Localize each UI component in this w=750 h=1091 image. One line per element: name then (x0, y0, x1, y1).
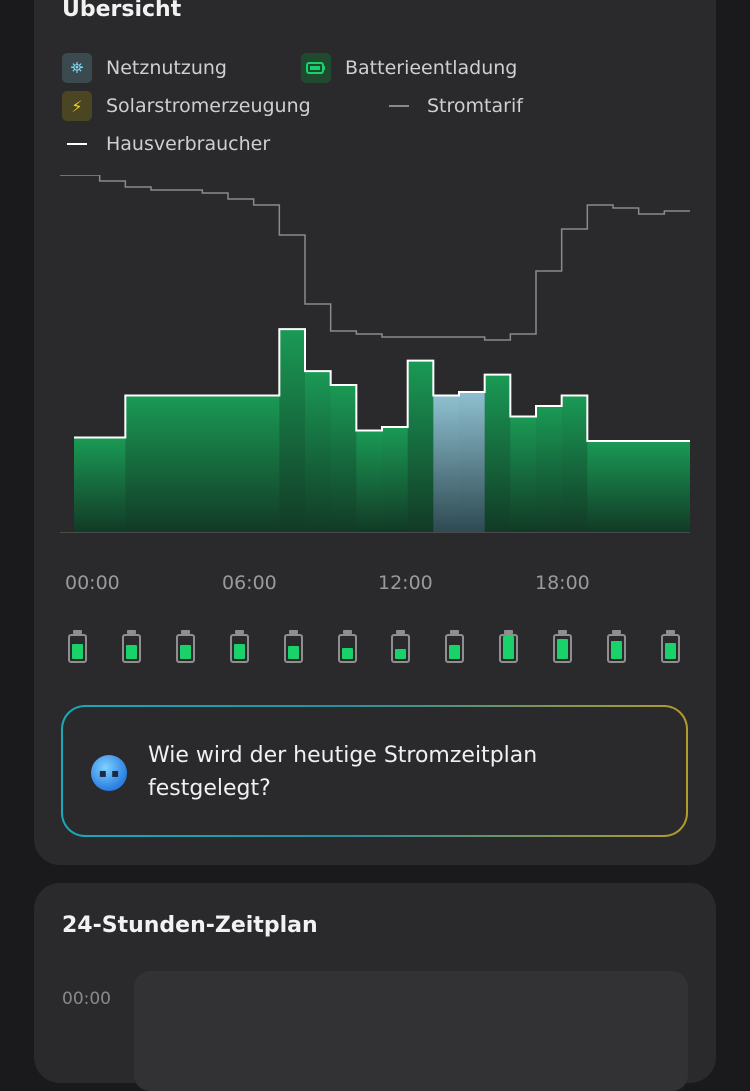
battery-level-icon (499, 630, 519, 663)
tariff-line (60, 175, 690, 341)
energy-chart[interactable] (60, 175, 690, 575)
legend-solar: ⚡ Solarstromerzeugung (62, 91, 311, 121)
consumption-area-10 (330, 385, 357, 532)
consumption-area-20 (587, 441, 614, 532)
x-tick-1200: 12:00 (378, 572, 433, 594)
legend-battery-discharge: Batterieentladung (301, 53, 517, 83)
gray-line-icon (384, 91, 414, 121)
consumption-area-19 (561, 395, 588, 532)
lightning-icon: ⚡ (62, 91, 92, 121)
battery-level-icon (660, 630, 680, 663)
consumption-area-1 (99, 437, 126, 532)
grid-tower-icon: ⛯ (62, 53, 92, 83)
x-tick-0000: 00:00 (65, 572, 120, 594)
ai-assistant-prompt[interactable]: ▪ ▪ Wie wird der heutige Stromzeitplan f… (61, 705, 688, 837)
schedule-title: 24-Stunden-Zeitplan (62, 913, 318, 938)
battery-level-icon (391, 630, 411, 663)
consumption-area-23 (664, 441, 690, 532)
consumption-area-18 (536, 406, 563, 532)
consumption-area-13 (407, 360, 434, 532)
legend-consumer: Hausverbraucher (62, 129, 270, 159)
battery-level-icon (553, 630, 573, 663)
legend-label: Stromtarif (427, 95, 523, 117)
battery-level-icon (121, 630, 141, 663)
overview-card: Übersicht ⛯ Netznutzung Batterieentladun… (34, 0, 716, 865)
consumption-area-15 (459, 392, 486, 532)
ai-prompt-text: Wie wird der heutige Stromzeitplan festg… (148, 743, 538, 801)
legend-label: Netznutzung (106, 57, 227, 79)
battery-level-icon (229, 630, 249, 663)
legend-tariff: Stromtarif (384, 91, 523, 121)
battery-level-icon (283, 630, 303, 663)
schedule-block[interactable] (134, 971, 688, 1091)
legend-label: Hausverbraucher (106, 133, 271, 155)
schedule-card: 24-Stunden-Zeitplan 00:00 (34, 883, 716, 1091)
x-tick-1800: 18:00 (535, 572, 590, 594)
white-line-icon (62, 129, 92, 159)
consumption-area-7 (253, 395, 280, 532)
battery-level-icon (175, 630, 195, 663)
x-tick-0600: 06:00 (222, 572, 277, 594)
consumption-area-12 (382, 427, 409, 532)
consumption-area-16 (484, 374, 511, 532)
schedule-time-label: 00:00 (62, 989, 111, 1009)
consumption-area-22 (638, 441, 665, 532)
consumption-area-17 (510, 416, 537, 532)
legend-label: Batterieentladung (345, 57, 518, 79)
consumption-area-8 (279, 329, 306, 532)
overview-title: Übersicht (62, 0, 182, 22)
battery-icon (301, 53, 331, 83)
battery-level-icon (337, 630, 357, 663)
legend-grid-usage: ⛯ Netznutzung (62, 53, 227, 83)
battery-level-icon (607, 630, 626, 663)
battery-level-icon (68, 630, 87, 663)
consumer-line (74, 328, 690, 443)
consumption-area-0 (74, 437, 101, 532)
consumption-area-4 (176, 395, 203, 532)
consumption-area-3 (151, 395, 178, 532)
consumption-area-14 (433, 395, 460, 532)
consumption-area-11 (356, 430, 383, 532)
legend-label: Solarstromerzeugung (106, 95, 311, 117)
consumption-area-6 (228, 395, 255, 532)
consumption-area-2 (125, 395, 152, 532)
consumption-area-21 (613, 441, 640, 532)
consumption-area-9 (305, 371, 332, 532)
consumption-area-5 (202, 395, 229, 532)
battery-level-icon (445, 630, 465, 663)
assistant-bot-icon: ▪ ▪ (91, 755, 127, 791)
